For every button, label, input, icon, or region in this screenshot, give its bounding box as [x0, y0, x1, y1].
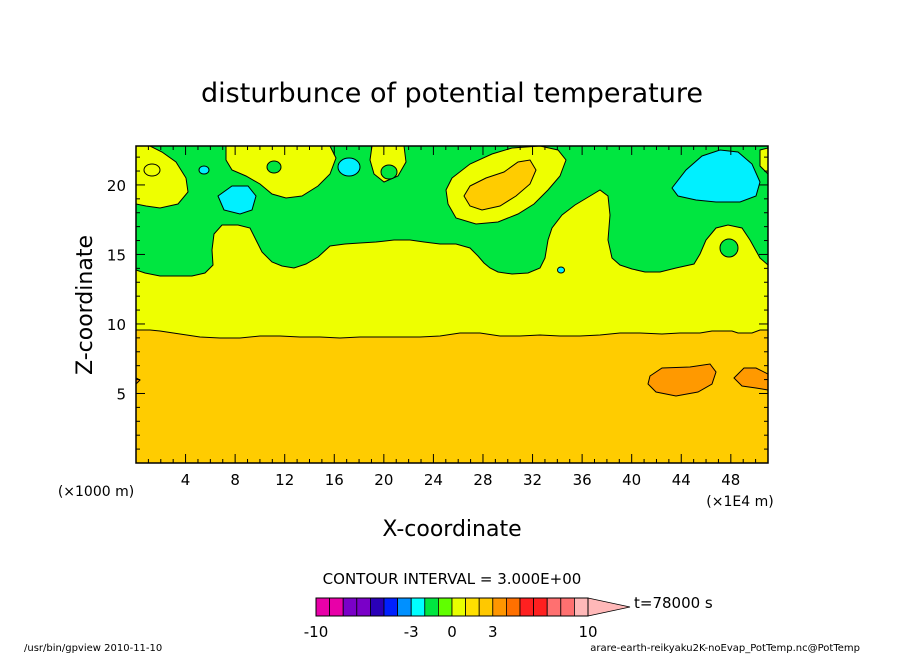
x-tick-label: 28: [473, 471, 492, 489]
x-axis-label: X-coordinate: [382, 517, 521, 542]
colorbar-label: -10: [304, 623, 329, 641]
region-upper-patch-edge: [759, 147, 768, 175]
region-upper-patch-left: [136, 146, 189, 209]
colorbar-frame: [315, 597, 589, 617]
colorbar-cell: [492, 597, 507, 617]
colorbar-cell: [329, 597, 344, 617]
colorbar-cell: [369, 597, 385, 617]
x-tick-label: 8: [230, 471, 240, 489]
x-tick-label: 4: [181, 471, 191, 489]
x-tick-label: 16: [325, 471, 344, 489]
region-upper-patch-mid: [225, 146, 337, 199]
x-tick-label: 40: [622, 471, 641, 489]
region-cold-patch-small-c: [557, 266, 565, 274]
x-tick-label: 48: [721, 471, 740, 489]
region-contour-loop-d: [719, 238, 739, 258]
x-tick-label: 24: [424, 471, 443, 489]
chart-title: disturbunce of potential temperature: [201, 78, 703, 109]
y-tick-label: 10: [107, 316, 126, 334]
colorbar-cell: [533, 597, 548, 617]
y-tick-label: 15: [107, 246, 126, 264]
colorbar-label: 3: [488, 623, 498, 641]
colorbar-cell: [315, 597, 331, 617]
plot-frame: [135, 145, 769, 464]
colorbar-cell: [560, 597, 575, 617]
y-tick-label: 20: [107, 177, 126, 195]
colorbar-arrow: [587, 597, 631, 617]
region-warm-patch-right: [733, 367, 768, 391]
region-warm-patch-large: [647, 363, 717, 397]
footer-left: /usr/bin/gpview 2010-11-10: [24, 643, 162, 654]
x-tick-label: 44: [672, 471, 691, 489]
x-unit-left: (×1000 m): [58, 484, 134, 500]
colorbar-cell: [397, 597, 412, 617]
colorbar-label: 10: [578, 623, 597, 641]
colorbar-cell: [546, 597, 562, 617]
region-gold-patch-upper: [463, 159, 537, 211]
colorbar-cell: [383, 597, 399, 617]
colorbar-cell: [465, 597, 480, 617]
colorbar-cell: [437, 597, 453, 617]
colorbar-cell: [342, 597, 358, 617]
x-tick-label: 32: [523, 471, 542, 489]
y-axis-ticks: 5 10 15 20: [107, 156, 768, 450]
y-axis-label: Z-coordinate: [73, 235, 98, 375]
region-cold-patch-small-a: [337, 157, 361, 177]
colorbar-cell: [478, 597, 494, 617]
time-label: t=78000 s: [634, 594, 713, 612]
x-tick-label: 36: [573, 471, 592, 489]
region-contour-loop-c: [380, 164, 398, 180]
colorbar: [315, 597, 631, 617]
x-unit-right: (×1E4 m): [706, 494, 773, 510]
contour-interval: CONTOUR INTERVAL = 3.000E+00: [323, 570, 582, 588]
region-cold-patch-large: [671, 149, 761, 203]
colorbar-labels: -10 -3 0 3 10: [304, 623, 598, 641]
region-cold-patch-small-b: [198, 165, 210, 175]
colorbar-cell: [356, 597, 371, 617]
colorbar-cell: [505, 597, 521, 617]
colorbar-label: -3: [404, 623, 419, 641]
colorbar-label: 0: [447, 623, 457, 641]
region-cold-patch-left: [217, 185, 257, 215]
colorbar-cell: [519, 597, 535, 617]
region-contour-loop-b: [266, 160, 282, 174]
x-tick-label: 12: [275, 471, 294, 489]
colorbar-cell: [574, 597, 589, 617]
region-contour-loop-a: [143, 163, 161, 177]
y-tick-label: 5: [116, 385, 126, 403]
colorbar-cell: [451, 597, 467, 617]
x-tick-label: 20: [374, 471, 393, 489]
colorbar-cell: [410, 597, 426, 617]
footer-right: arare-earth-reikyaku2K-noEvap_PotTemp.nc…: [590, 643, 860, 654]
x-axis-ticks: 4 8 12 16 20 24 28 32 36 40 44 48: [147, 146, 757, 489]
colorbar-cell: [424, 597, 439, 617]
